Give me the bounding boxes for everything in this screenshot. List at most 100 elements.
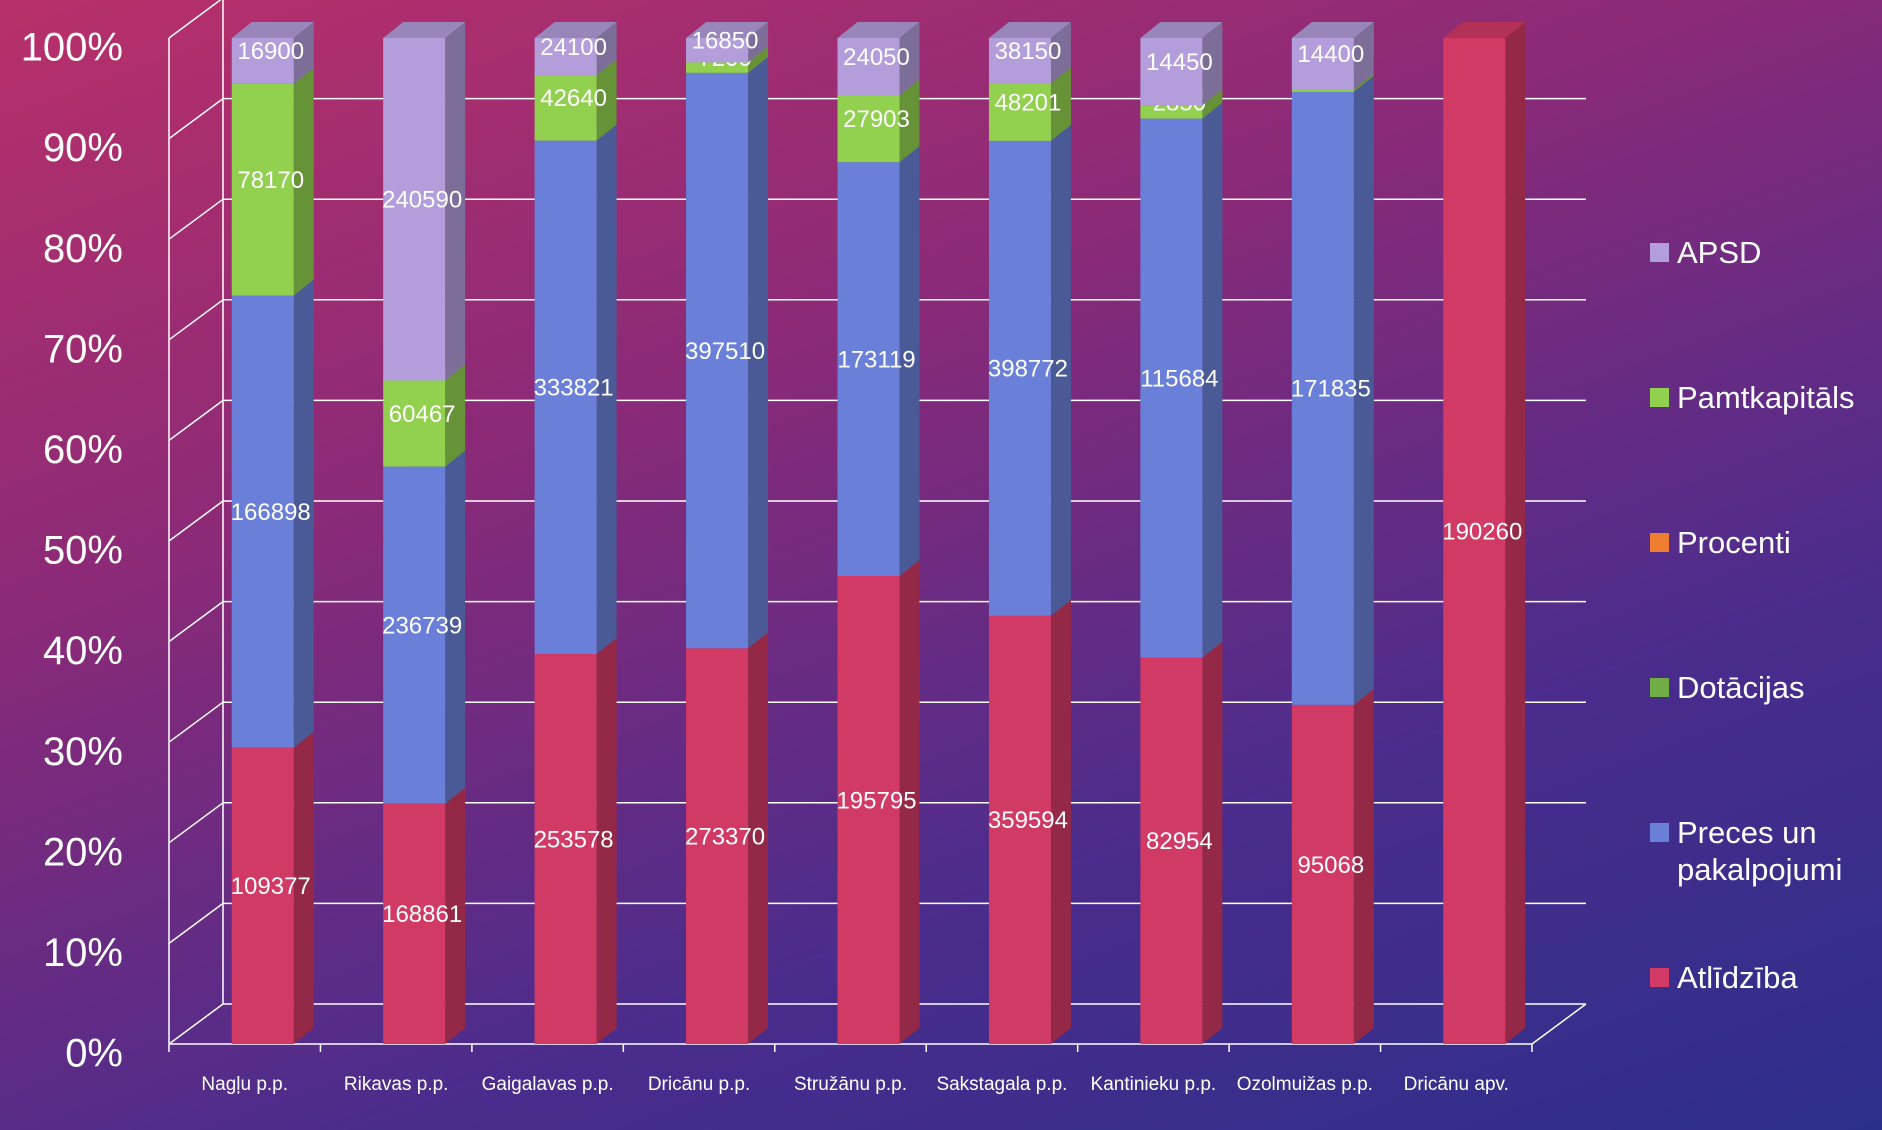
- data-label: 42640: [540, 85, 607, 112]
- bar-face: [1505, 22, 1526, 1044]
- bar-segment: 195795: [836, 559, 920, 1044]
- bar-face: [596, 59, 617, 141]
- bar-face: [383, 38, 446, 381]
- data-label: 173119: [837, 346, 915, 373]
- bar-face: [534, 140, 597, 655]
- bar-face: [1140, 105, 1203, 119]
- bar-face: [686, 72, 749, 649]
- bar-face: [899, 22, 920, 96]
- grid-line: [168, 701, 224, 743]
- bar-segment: 236739: [382, 450, 466, 804]
- bar-face: [1291, 22, 1374, 38]
- data-label: 253578: [534, 826, 614, 853]
- data-label: 115684: [1140, 365, 1218, 392]
- bar-face: [293, 67, 314, 296]
- bar-segment: 24050: [837, 22, 920, 96]
- bar-face: [1050, 22, 1071, 84]
- y-tick-label: 100%: [21, 26, 123, 70]
- y-tick-label: 20%: [43, 830, 123, 874]
- bar-segment: 333821: [534, 124, 617, 655]
- y-tick-label: 0%: [65, 1032, 123, 1076]
- bar-face: [445, 364, 466, 467]
- data-label: 60467: [389, 401, 456, 428]
- bar-face: [383, 22, 466, 38]
- bar-face: [988, 38, 1051, 84]
- bar-face: [899, 146, 920, 576]
- data-label: 82954: [1146, 828, 1213, 855]
- grid-line: [168, 97, 224, 140]
- bar-face: [231, 747, 294, 1044]
- bar-face: [1050, 67, 1071, 141]
- bar-face: [837, 162, 900, 576]
- x-tick-label: Dricānu apv.: [1403, 1074, 1509, 1095]
- bar-face: [1140, 38, 1203, 106]
- bar-face: [988, 140, 1051, 616]
- bar-face: [596, 22, 617, 76]
- bar-segment: 27903: [837, 79, 920, 163]
- data-label: 195795: [836, 787, 916, 814]
- bar-face: [383, 803, 446, 1044]
- bar-face: [1202, 22, 1223, 106]
- data-label: 24050: [843, 44, 910, 71]
- bar-face: [1443, 38, 1506, 1044]
- grid-line: [168, 0, 222, 39]
- x-tick-label: Nagļu p.p.: [201, 1074, 289, 1095]
- bar-face: [1353, 75, 1374, 705]
- data-label: 16900: [237, 38, 304, 65]
- bar-segment: 38150: [988, 22, 1071, 84]
- bar-face: [748, 56, 769, 649]
- y-tick-label: 30%: [43, 730, 123, 774]
- y-tick-label: 40%: [43, 629, 123, 673]
- bar-face: [686, 648, 749, 1044]
- bar-segment: 190260: [1442, 22, 1526, 1044]
- legend-swatch: [1650, 533, 1669, 552]
- data-label: 24100: [540, 34, 607, 61]
- bar-face: [1353, 688, 1374, 1044]
- bar-face: [596, 124, 617, 655]
- bar-face: [686, 62, 749, 73]
- data-label: 48201: [995, 89, 1062, 116]
- bar-segment: 397510: [685, 56, 769, 649]
- y-tick-label: 60%: [43, 428, 123, 472]
- legend-item: Preces un pakalpojumi: [1650, 814, 1882, 888]
- grid-line: [168, 600, 224, 643]
- data-label: 168861: [382, 901, 462, 928]
- data-label: 171835: [1291, 376, 1371, 403]
- bar-face: [445, 22, 466, 381]
- bar-segment: 359594: [988, 599, 1071, 1044]
- data-label: 166898: [231, 499, 311, 526]
- x-tick-label: Dricānu p.p.: [647, 1074, 751, 1095]
- bar-face: [748, 46, 769, 73]
- bar-segment: 168861: [382, 787, 466, 1044]
- legend-swatch: [1650, 243, 1669, 262]
- bar-face: [1050, 124, 1071, 616]
- y-tick-label: 70%: [43, 327, 123, 371]
- bar-face: [534, 22, 617, 38]
- bar-face: [899, 79, 920, 163]
- data-label: 109377: [231, 873, 311, 900]
- bar-face: [1202, 102, 1223, 658]
- legend-label: APSD: [1677, 235, 1762, 270]
- bar-segment: 171835: [1291, 75, 1374, 705]
- bar-face: [1353, 73, 1374, 92]
- bar-segment: 166898: [231, 279, 314, 748]
- bar-segment: 60467: [383, 364, 466, 467]
- bar-face: [383, 380, 446, 467]
- data-label: 78170: [237, 167, 304, 194]
- bar-face: [293, 22, 314, 84]
- bar-face: [596, 638, 617, 1044]
- bar-segment: 253578: [534, 638, 617, 1044]
- bar-face: [1050, 599, 1071, 1044]
- legend-swatch: [1650, 388, 1669, 407]
- data-label: 273370: [685, 823, 765, 850]
- grid-line: [168, 500, 224, 542]
- bar-segment: 16900: [231, 22, 314, 84]
- bar-segment: 173119: [837, 146, 920, 576]
- bar-segment: 398772: [988, 124, 1071, 616]
- grid-line: [168, 1003, 224, 1045]
- data-label: 190260: [1442, 518, 1522, 545]
- legend-item: Atlīdzība: [1650, 959, 1882, 996]
- data-label: 359594: [988, 807, 1068, 834]
- legend-swatch: [1650, 678, 1669, 697]
- legend-item: Procenti: [1650, 524, 1882, 561]
